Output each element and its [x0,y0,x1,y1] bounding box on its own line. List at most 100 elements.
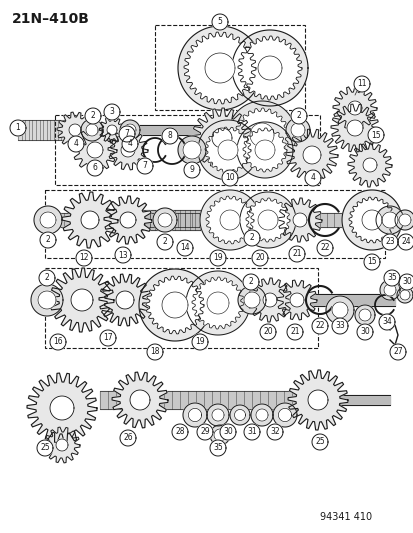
Polygon shape [183,162,199,178]
Text: 4: 4 [310,174,315,182]
Text: 2: 2 [249,233,254,243]
Text: 2: 2 [45,236,50,245]
Polygon shape [130,390,150,410]
Text: 29: 29 [200,427,209,437]
Polygon shape [379,280,399,300]
Polygon shape [302,146,320,164]
Polygon shape [218,140,237,160]
Polygon shape [249,123,273,147]
Text: 32: 32 [270,427,279,437]
Polygon shape [147,344,163,360]
Polygon shape [358,309,370,321]
Polygon shape [347,143,391,187]
Text: 21N–410B: 21N–410B [12,12,90,26]
Polygon shape [332,86,376,130]
Polygon shape [292,213,306,227]
Polygon shape [57,112,93,148]
Polygon shape [367,127,383,143]
Polygon shape [104,104,120,120]
Polygon shape [396,287,412,303]
Polygon shape [62,192,118,248]
Polygon shape [157,234,173,250]
Polygon shape [146,276,204,334]
Polygon shape [397,234,413,250]
Polygon shape [120,430,136,446]
Polygon shape [383,284,395,296]
Polygon shape [50,334,66,350]
Polygon shape [262,293,276,307]
Polygon shape [211,409,223,421]
Polygon shape [290,123,304,137]
Polygon shape [185,271,249,335]
Polygon shape [221,170,237,186]
Polygon shape [230,405,249,425]
Polygon shape [257,210,277,230]
Text: 4: 4 [74,140,78,149]
Text: 30: 30 [401,278,411,287]
Polygon shape [252,250,267,266]
Text: 21: 21 [290,327,299,336]
Polygon shape [394,210,413,230]
Text: 33: 33 [334,321,344,330]
Polygon shape [311,318,327,334]
Polygon shape [242,274,259,290]
Text: 6: 6 [93,164,97,173]
Polygon shape [331,302,347,318]
Text: 9: 9 [189,166,194,174]
Polygon shape [209,250,225,266]
Text: 7: 7 [124,130,129,139]
Polygon shape [158,213,171,227]
Text: 31: 31 [247,427,256,437]
Polygon shape [124,124,136,136]
Polygon shape [108,130,147,170]
Text: 2: 2 [296,111,301,120]
Text: 19: 19 [195,337,204,346]
Polygon shape [87,142,103,158]
Polygon shape [219,424,235,440]
Text: 21: 21 [292,249,301,259]
Text: 34: 34 [381,318,391,327]
Polygon shape [214,429,225,441]
Polygon shape [307,390,327,410]
Polygon shape [100,330,116,346]
Text: 25: 25 [314,438,324,447]
Polygon shape [237,36,301,100]
Polygon shape [228,101,295,169]
Polygon shape [255,409,267,421]
Polygon shape [120,120,140,140]
Polygon shape [354,305,374,325]
Text: 11: 11 [356,79,366,88]
Polygon shape [361,210,381,230]
Polygon shape [197,424,212,440]
Text: 2: 2 [90,111,95,120]
Polygon shape [235,108,288,162]
Text: 2: 2 [162,238,167,246]
Polygon shape [209,425,230,445]
Polygon shape [121,143,135,157]
Text: 2: 2 [45,273,49,282]
Polygon shape [39,270,55,286]
Text: 7: 7 [142,161,147,171]
Polygon shape [242,128,286,172]
Text: 1: 1 [16,124,20,133]
Polygon shape [119,126,135,142]
Polygon shape [120,212,136,228]
Polygon shape [31,284,63,316]
Polygon shape [331,318,347,334]
Polygon shape [56,439,68,451]
Text: 12: 12 [79,254,88,262]
Text: 17: 17 [103,334,112,343]
Polygon shape [259,324,275,340]
Polygon shape [254,140,274,160]
Text: 14: 14 [180,244,189,253]
Polygon shape [290,293,303,307]
Polygon shape [86,124,98,136]
Polygon shape [204,127,250,173]
Polygon shape [44,427,80,463]
Polygon shape [211,14,228,30]
Text: 15: 15 [370,131,380,140]
Text: 3: 3 [109,108,114,117]
Polygon shape [171,424,188,440]
Polygon shape [178,136,206,164]
Polygon shape [316,240,332,256]
